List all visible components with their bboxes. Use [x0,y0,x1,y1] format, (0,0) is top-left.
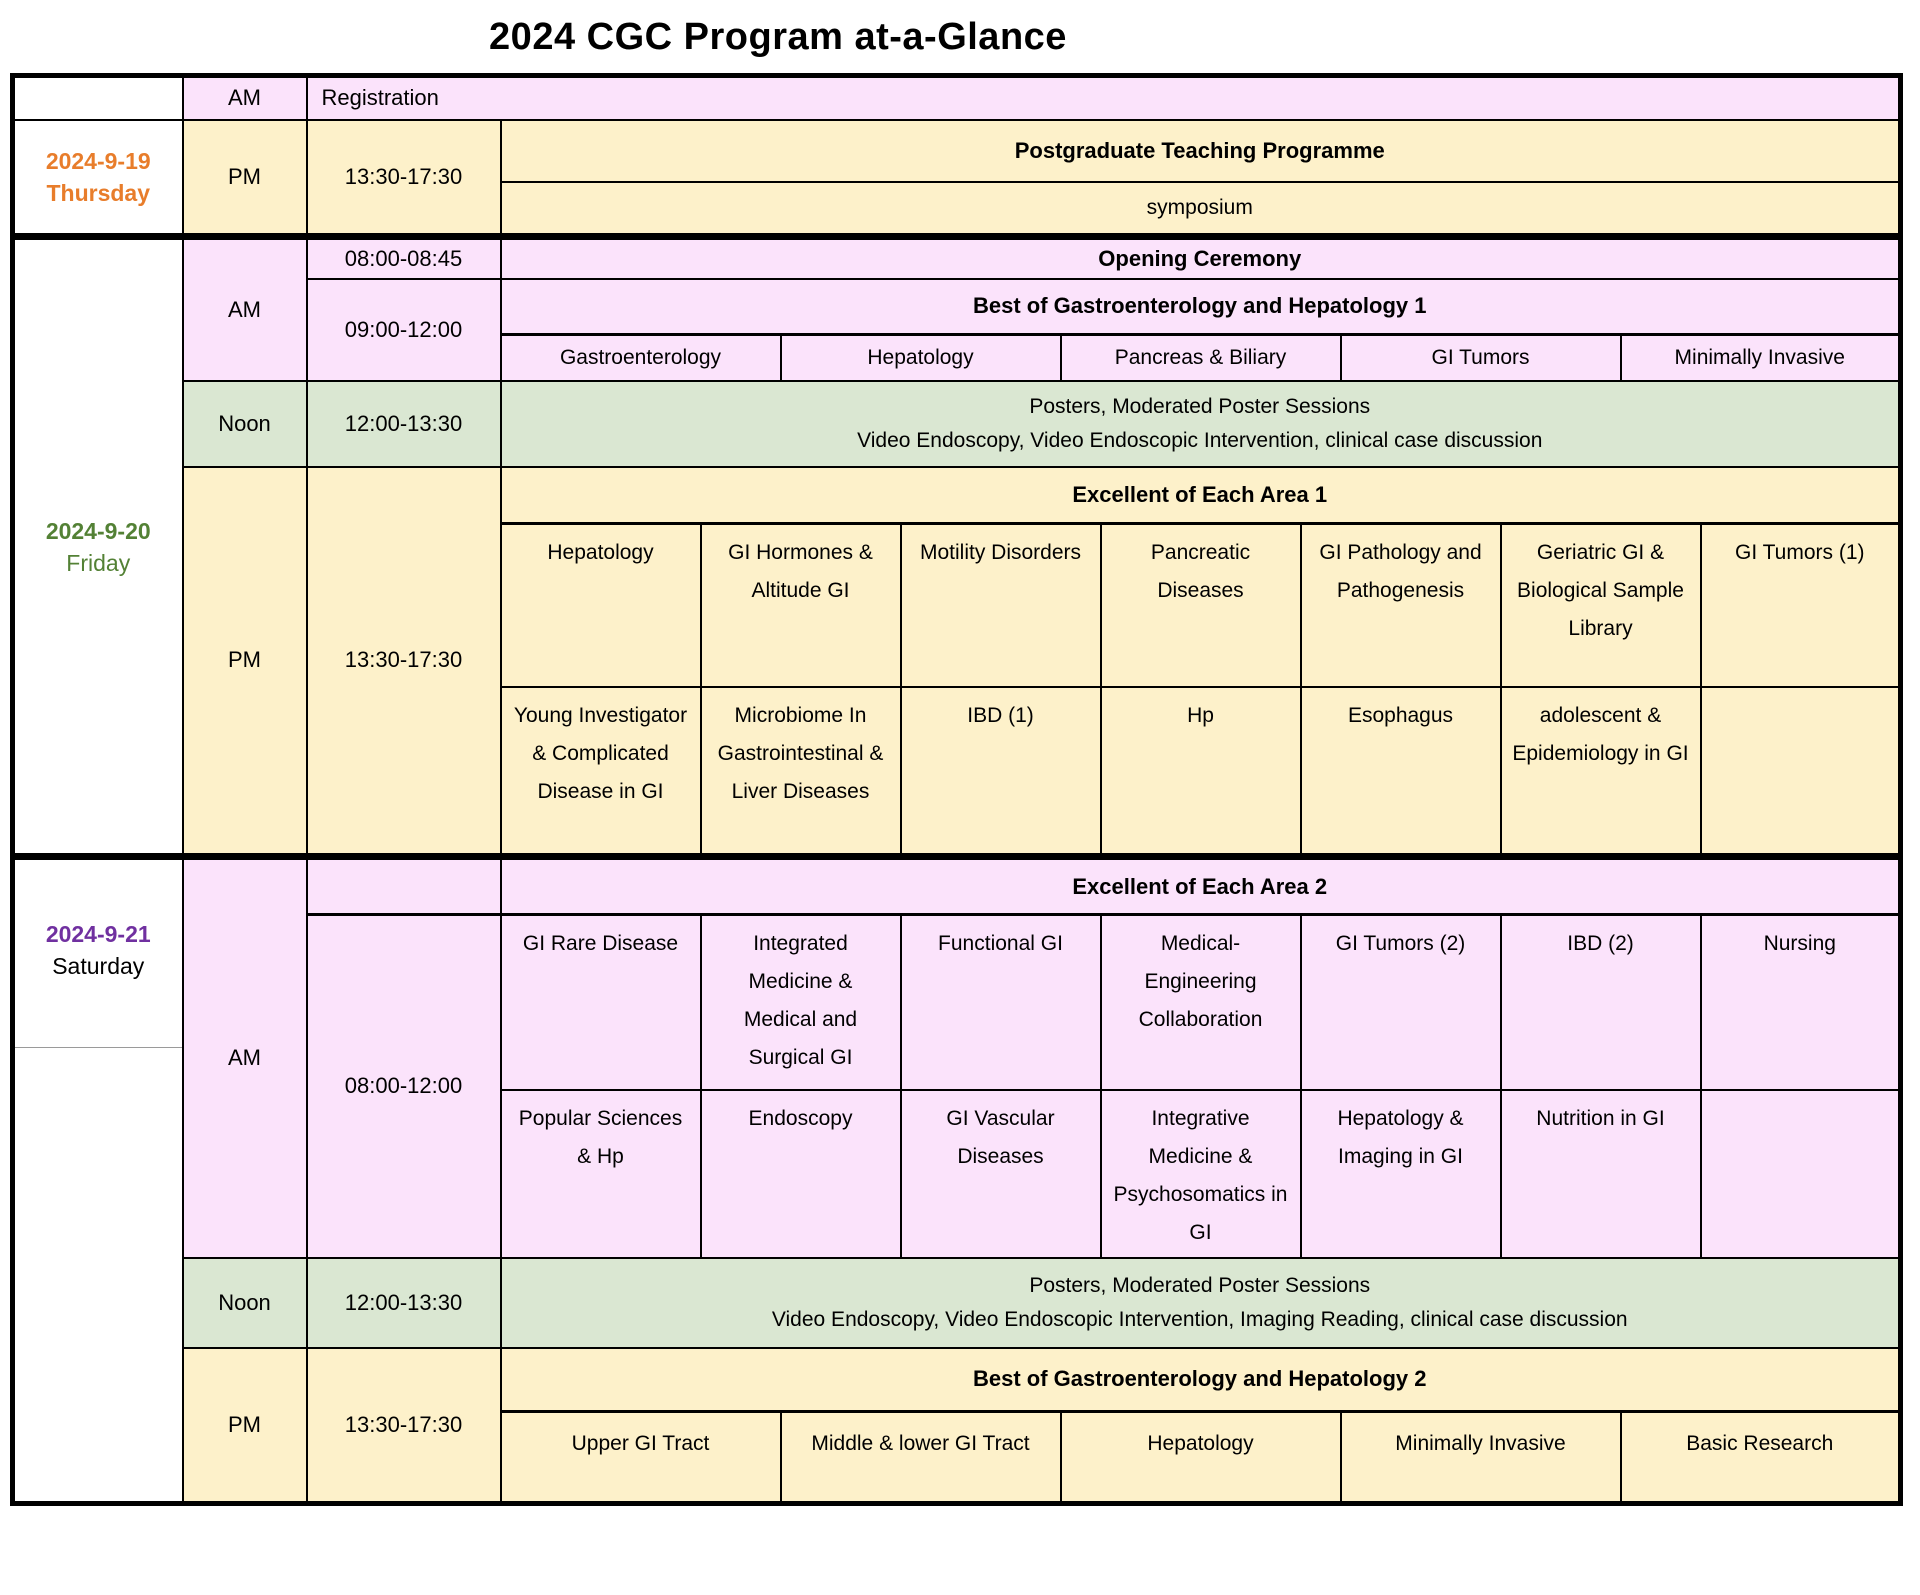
noon-line-2: Video Endoscopy, Video Endoscopic Interv… [857,428,1543,452]
program-table: AM Registration 2024-9-19 Thursday PM 13… [10,73,1903,1506]
period-label-noon: Noon [181,1256,308,1349]
track-cell-empty [1699,1088,1902,1259]
date-text-wrap: 2024-9-21 Saturday [15,918,181,982]
track-cell: Geriatric GI & Biological Sample Library [1499,522,1702,688]
track-cell: Middle & lower GI Tract [779,1410,1062,1505]
track-cell: Pancreas & Biliary [1059,333,1342,382]
date-cell-friday: 2024-9-20 Friday [11,233,184,858]
track-cell: Hepatology & Imaging in GI [1299,1088,1502,1259]
track-cell: GI Tumors (2) [1299,913,1502,1091]
track-cell: Hp [1099,685,1302,858]
time-cell: 08:00-08:45 [305,233,502,280]
track-cell: Gastroenterology [499,333,782,382]
period-label-am: AM [181,74,308,121]
period-label-am: AM [181,853,308,1259]
track-cell: Popular Sciences & Hp [499,1088,702,1259]
date-text: 2024-9-20 [45,517,151,544]
track-cell: Hepatology [499,522,702,688]
track-cell: GI Rare Disease [499,913,702,1091]
date-cell-saturday: 2024-9-21 Saturday [11,853,184,1505]
period-label-pm: PM [181,118,308,238]
time-cell: 12:00-13:30 [305,379,502,468]
track-cell: Basic Research [1619,1410,1902,1505]
track-cell: GI Tumors (1) [1699,522,1902,688]
track-cell: Nutrition in GI [1499,1088,1702,1259]
track-cell: Endoscopy [699,1088,902,1259]
period-label-noon: Noon [181,379,308,468]
session-title-excellent-2: Excellent of Each Area 2 [499,853,1902,916]
time-cell: 12:00-13:30 [305,1256,502,1349]
track-cell: Hepatology [1059,1410,1342,1505]
track-cell: Pancreatic Diseases [1099,522,1302,688]
time-cell: 13:30-17:30 [305,118,502,238]
session-title-best-1: Best of Gastroenterology and Hepatology … [499,277,1902,336]
date-cell-divider [15,1047,181,1048]
track-cell: Upper GI Tract [499,1410,782,1505]
track-cell: IBD (2) [1499,913,1702,1091]
session-title-best-2: Best of Gastroenterology and Hepatology … [499,1346,1902,1413]
noon-line-1: Posters, Moderated Poster Sessions [1029,394,1371,418]
session-cell-noon: Posters, Moderated Poster Sessions Video… [499,1256,1902,1349]
session-cell-symposium: symposium [499,180,1902,238]
track-cell: Integrated Medicine & Medical and Surgic… [699,913,902,1091]
date-text: 2024-9-21 [45,921,151,947]
track-cell: Motility Disorders [899,522,1102,688]
track-cell: Young Investigator & Complicated Disease… [499,685,702,858]
weekday-text: Thursday [46,179,151,206]
date-text: 2024-9-19 [45,147,151,174]
session-title-opening-ceremony: Opening Ceremony [499,233,1902,280]
track-cell: Nursing [1699,913,1902,1091]
track-cell: Minimally Invasive [1619,333,1902,382]
track-cell-empty [1699,685,1902,858]
track-cell: GI Pathology and Pathogenesis [1299,522,1502,688]
track-cell: Minimally Invasive [1339,1410,1622,1505]
track-cell: Hepatology [779,333,1062,382]
track-cell: GI Hormones & Altitude GI [699,522,902,688]
session-title-postgraduate: Postgraduate Teaching Programme [499,118,1902,183]
time-cell: 09:00-12:00 [305,277,502,382]
track-cell: Microbiome In Gastrointestinal & Liver D… [699,685,902,858]
period-label-pm: PM [181,465,308,858]
track-cell: Functional GI [899,913,1102,1091]
time-cell: 13:30-17:30 [305,1346,502,1505]
track-cell: Medical-Engineering Collaboration [1099,913,1302,1091]
track-cell: Esophagus [1299,685,1502,858]
date-cell-empty-thursday [11,74,184,121]
time-cell: 13:30-17:30 [305,465,502,858]
track-cell: GI Tumors [1339,333,1622,382]
track-cell: Integrative Medicine & Psychosomatics in… [1099,1088,1302,1259]
time-cell-empty [305,853,502,916]
track-cell: GI Vascular Diseases [899,1088,1102,1259]
noon-line-1: Posters, Moderated Poster Sessions [1029,1273,1371,1297]
time-cell: 08:00-12:00 [305,913,502,1259]
weekday-text: Saturday [52,953,145,979]
session-cell-noon: Posters, Moderated Poster Sessions Video… [499,379,1902,468]
session-title-excellent-1: Excellent of Each Area 1 [499,465,1902,525]
noon-line-2: Video Endoscopy, Video Endoscopic Interv… [771,1307,1628,1331]
date-cell-thursday: 2024-9-19 Thursday [11,118,184,238]
track-cell: IBD (1) [899,685,1102,858]
page-title: 2024 CGC Program at-a-Glance [489,16,1067,58]
period-label-am: AM [181,233,308,382]
period-label-pm: PM [181,1346,308,1505]
weekday-text: Friday [66,549,131,576]
session-cell-registration: Registration [305,74,1902,121]
track-cell: adolescent & Epidemiology in GI [1499,685,1702,858]
